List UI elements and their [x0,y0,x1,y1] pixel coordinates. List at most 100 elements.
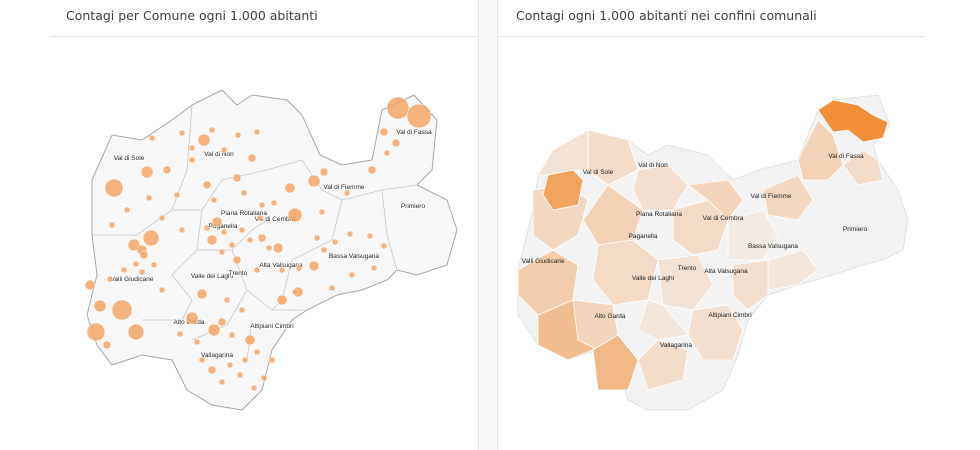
comune-bubble[interactable] [208,126,216,134]
comune-bubble[interactable] [173,191,181,199]
comune-bubble[interactable] [198,356,206,364]
comune-bubble[interactable] [104,178,124,198]
comune-bubble[interactable] [253,128,261,136]
comune-bubble[interactable] [228,331,236,339]
comune-bubble[interactable] [346,230,354,238]
comune-bubble[interactable] [328,284,336,292]
comune-bubble[interactable] [319,167,329,177]
comune-bubble[interactable] [234,131,242,139]
comune-bubble[interactable] [210,196,218,204]
comune-bubble[interactable] [240,189,248,197]
comune-bubble[interactable] [246,236,254,244]
comune-bubble[interactable] [367,165,377,175]
comune-area[interactable] [637,299,689,341]
comune-bubble[interactable] [138,268,146,276]
comune-bubble[interactable] [250,384,258,392]
comune-bubble[interactable] [211,216,223,228]
comune-bubble[interactable] [348,271,356,279]
comune-bubble[interactable] [253,348,261,356]
comune-bubble[interactable] [217,317,227,327]
comune-bubble[interactable] [193,338,201,346]
comune-bubble[interactable] [207,365,217,375]
comune-area[interactable] [592,334,639,391]
comune-bubble[interactable] [202,180,212,190]
comune-bubble[interactable] [86,322,106,342]
comune-bubble[interactable] [178,129,186,137]
comune-bubble[interactable] [257,233,267,243]
comune-bubble[interactable] [284,182,296,194]
comune-bubble[interactable] [196,288,208,300]
comune-bubble[interactable] [218,378,226,386]
comune-bubble[interactable] [331,238,339,246]
comune-bubble[interactable] [158,214,166,222]
comune-bubble[interactable] [223,296,231,304]
comune-bubble[interactable] [272,242,284,254]
comune-bubble[interactable] [102,340,112,350]
comune-bubble[interactable] [379,127,389,137]
comune-bubble[interactable] [370,264,378,272]
comune-bubble[interactable] [188,156,196,164]
comune-bubble[interactable] [291,288,299,296]
comune-bubble[interactable] [383,149,391,157]
comune-bubble[interactable] [93,299,107,313]
comune-bubble[interactable] [238,306,246,314]
comune-bubble[interactable] [207,323,221,337]
comune-area[interactable] [762,174,814,221]
comune-bubble[interactable] [232,255,242,265]
comune-bubble[interactable] [318,208,326,216]
comune-area[interactable] [686,179,744,221]
comune-bubble[interactable] [188,144,196,152]
comune-bubble[interactable] [123,206,131,214]
comune-area[interactable] [542,169,584,211]
comune-bubble[interactable] [307,174,321,188]
comune-bubble[interactable] [287,207,303,223]
comune-bubble[interactable] [253,266,261,274]
comune-area[interactable] [732,259,769,311]
comune-bubble[interactable] [150,261,158,269]
comune-bubble[interactable] [140,165,154,179]
comune-bubble[interactable] [203,224,211,232]
comune-bubble[interactable] [247,153,257,163]
comune-bubble[interactable] [406,103,432,129]
comune-area[interactable] [842,149,884,186]
comune-bubble[interactable] [185,311,199,325]
comune-bubble[interactable] [343,189,351,197]
comune-area[interactable] [637,339,689,391]
comune-bubble[interactable] [162,165,172,175]
comune-bubble[interactable] [270,199,278,207]
comune-bubble[interactable] [178,226,186,234]
comune-bubble[interactable] [127,238,141,252]
comune-bubble[interactable] [295,264,303,272]
comune-bubble[interactable] [258,201,266,209]
comune-bubble[interactable] [366,232,374,240]
comune-bubble[interactable] [260,374,268,382]
comune-bubble[interactable] [228,241,236,249]
comune-bubble[interactable] [244,334,256,346]
comune-bubble[interactable] [106,275,114,283]
comune-bubble[interactable] [320,246,328,254]
comune-bubble[interactable] [265,244,273,252]
comune-bubble[interactable] [241,356,249,364]
comune-bubble[interactable] [139,250,149,260]
comune-bubble[interactable] [308,260,320,272]
comune-bubble[interactable] [386,96,410,120]
comune-bubble[interactable] [220,146,228,154]
comune-bubble[interactable] [120,266,128,274]
comune-bubble[interactable] [276,294,288,306]
comune-bubble[interactable] [206,234,218,246]
comune-bubble[interactable] [111,299,133,321]
comune-bubble[interactable] [236,371,244,379]
comune-bubble[interactable] [84,279,96,291]
comune-bubble[interactable] [148,134,156,142]
comune-bubble[interactable] [238,226,246,234]
comune-bubble[interactable] [158,286,166,294]
comune-bubble[interactable] [176,330,184,338]
comune-bubble[interactable] [108,221,116,229]
comune-bubble[interactable] [268,356,276,364]
comune-bubble[interactable] [220,228,228,236]
comune-bubble[interactable] [256,214,264,222]
comune-bubble[interactable] [313,234,321,242]
comune-area[interactable] [657,254,714,311]
comune-bubble[interactable] [232,173,242,183]
comune-bubble[interactable] [380,242,388,250]
